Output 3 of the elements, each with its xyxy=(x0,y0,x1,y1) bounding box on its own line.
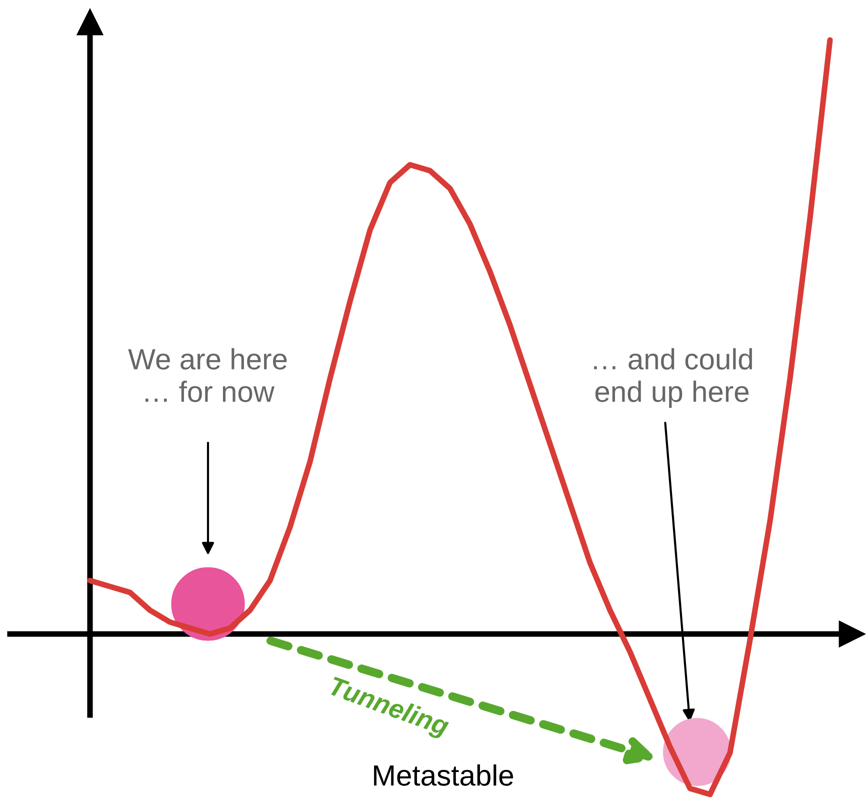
annotation: … and could end up here xyxy=(594,348,752,408)
annotation: We are here … for now xyxy=(128,348,287,402)
annotation: Metastable xyxy=(374,764,514,786)
